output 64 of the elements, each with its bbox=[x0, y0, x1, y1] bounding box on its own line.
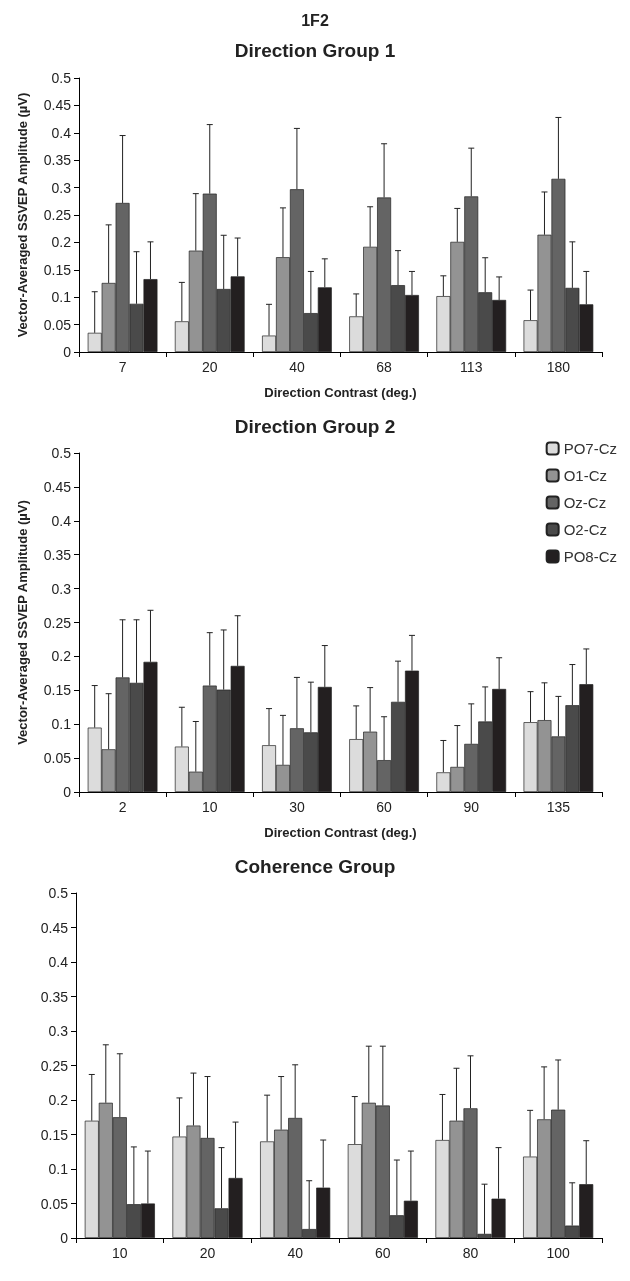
y-tick-label: 0.05 bbox=[40, 1195, 69, 1212]
y-tick-label: 0 bbox=[63, 344, 72, 360]
y-tick-label: 0.15 bbox=[43, 682, 72, 699]
x-axis-title: Direction Contrast (deg.) bbox=[264, 385, 417, 400]
y-tick-label: 0.3 bbox=[51, 580, 72, 597]
x-tick-label: 100 bbox=[546, 1245, 571, 1261]
x-tick-label: 20 bbox=[201, 359, 218, 375]
y-tick-label: 0.1 bbox=[51, 716, 72, 733]
y-tick-label: 0.25 bbox=[43, 207, 72, 223]
x-axis-title: Direction Contrast (deg.) bbox=[264, 825, 417, 840]
x-tick-label: 40 bbox=[287, 1245, 304, 1261]
y-tick-label: 0.35 bbox=[40, 988, 69, 1005]
y-tick-label: 0.1 bbox=[51, 289, 72, 306]
y-tick-label: 0.2 bbox=[51, 648, 72, 665]
y-tick-label: 0.15 bbox=[43, 261, 72, 278]
x-tick-label: 68 bbox=[376, 359, 393, 375]
y-tick-label: 0 bbox=[63, 784, 72, 800]
y-tick-label: 0.4 bbox=[51, 512, 72, 529]
y-tick-label: 0.4 bbox=[51, 124, 72, 141]
y-tick-label: 0.45 bbox=[40, 919, 69, 936]
text: 1F2 bbox=[301, 11, 329, 29]
y-tick-label: 0.25 bbox=[43, 614, 72, 631]
legend-label: O2-Cz bbox=[563, 521, 607, 538]
y-tick-label: 0.5 bbox=[51, 70, 72, 86]
y-axis-title: Vector-Averaged SSVEP Amplitude (µV) bbox=[15, 500, 30, 745]
y-tick-label: 0 bbox=[60, 1230, 69, 1246]
legend-label: PO8-Cz bbox=[563, 548, 617, 565]
x-tick-label: 113 bbox=[460, 359, 483, 375]
y-tick-label: 0.25 bbox=[40, 1057, 69, 1074]
x-tick-label: 10 bbox=[201, 799, 218, 815]
y-axis-title: Vector-Averaged SSVEP Amplitude (µV) bbox=[15, 92, 30, 338]
y-tick-label: 0.4 bbox=[48, 954, 69, 970]
y-tick-label: 0.05 bbox=[43, 750, 72, 767]
y-tick-label: 0.2 bbox=[48, 1092, 69, 1108]
x-tick-label: 2 bbox=[118, 799, 127, 815]
y-tick-label: 0.3 bbox=[51, 179, 72, 196]
y-tick-label: 0.05 bbox=[43, 316, 72, 333]
x-tick-label: 10 bbox=[112, 1245, 128, 1261]
y-tick-label: 0.45 bbox=[43, 97, 72, 114]
x-tick-label: 135 bbox=[546, 799, 571, 815]
x-tick-label: 60 bbox=[376, 799, 393, 815]
y-tick-label: 0.1 bbox=[48, 1161, 69, 1177]
x-tick-label: 60 bbox=[375, 1245, 391, 1261]
y-tick-label: 0.2 bbox=[51, 234, 72, 251]
chart-title: Direction Group 2 bbox=[234, 416, 396, 437]
x-tick-label: 90 bbox=[463, 799, 480, 815]
chart-title: Direction Group 1 bbox=[234, 40, 396, 61]
y-tick-label: 0.5 bbox=[48, 885, 69, 901]
x-tick-label: 40 bbox=[289, 359, 305, 375]
legend-label: PO7-Cz bbox=[563, 440, 617, 457]
x-tick-label: 20 bbox=[199, 1245, 216, 1261]
x-tick-label: 7 bbox=[118, 359, 127, 375]
x-tick-label: 180 bbox=[546, 359, 571, 375]
x-tick-label: 30 bbox=[289, 799, 305, 815]
y-tick-label: 0.5 bbox=[51, 445, 72, 461]
x-tick-label: 80 bbox=[462, 1245, 479, 1261]
legend-label: O1-Cz bbox=[563, 467, 607, 484]
y-tick-label: 0.35 bbox=[43, 546, 72, 563]
y-tick-label: 0.35 bbox=[43, 152, 72, 169]
y-tick-label: 0.45 bbox=[43, 478, 72, 495]
chart-title: Coherence Group bbox=[234, 856, 396, 877]
legend-label: Oz-Cz bbox=[563, 494, 607, 511]
y-tick-label: 0.3 bbox=[48, 1023, 69, 1039]
y-tick-label: 0.15 bbox=[40, 1126, 69, 1143]
